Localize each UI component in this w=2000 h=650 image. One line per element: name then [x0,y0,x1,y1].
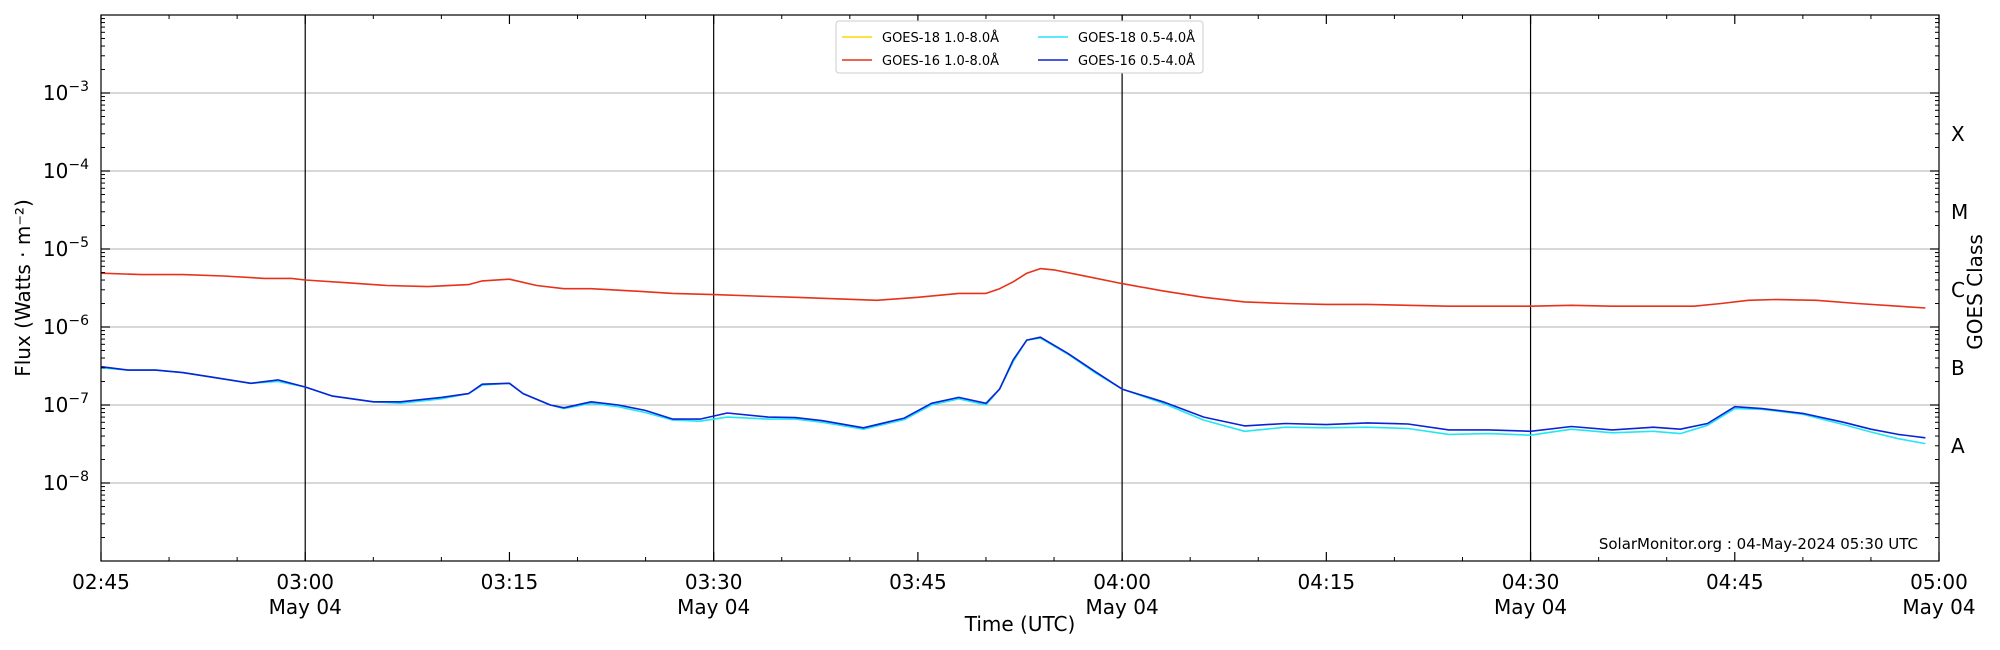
y-tick-label: 10−8 [43,469,89,495]
legend-label: GOES-16 0.5-4.0Å [1078,53,1195,69]
x-tick-date-label: May 04 [269,595,342,619]
series-line [100,336,1926,439]
x-tick-label: 03:45 [889,570,947,594]
x-tick-label: 02:45 [72,570,130,594]
series-line [100,267,1926,309]
grid-lines [101,15,1939,561]
y-tick-label: 10−3 [43,79,89,105]
goes-class-label: X [1951,122,1965,146]
legend-label: GOES-16 1.0-8.0Å [882,53,999,69]
x-tick-date-label: May 04 [1902,595,1975,619]
goes-class-labels: X M C B A [1951,122,1968,458]
series-line [100,337,1926,445]
credit-text: SolarMonitor.org : 04-May-2024 05:30 UTC [1599,535,1918,553]
x-tick-label: 04:00 [1093,570,1151,594]
x-tick-label: 05:00 [1910,570,1968,594]
x-tick-label: 03:15 [481,570,539,594]
x-tick-label: 04:30 [1502,570,1560,594]
y-tick-label: 10−6 [43,313,89,339]
goes-class-label: B [1951,356,1965,380]
goes-class-label: M [1951,200,1968,224]
x-tick-label: 03:00 [276,570,334,594]
legend-box [835,20,1204,74]
y-tick-label: 10−4 [43,157,89,183]
x-tick-label: 04:15 [1298,570,1356,594]
y-tick-label: 10−5 [43,235,89,261]
plot-frame [100,14,1940,562]
legend-label: GOES-18 1.0-8.0Å [882,30,999,46]
legend: GOES-18 1.0-8.0Å GOES-16 1.0-8.0Å GOES-18 … [835,20,1204,74]
goes-class-label: A [1951,434,1965,458]
x-axis-title: Time (UTC) [964,612,1076,636]
legend-label: GOES-18 0.5-4.0Å [1078,30,1195,46]
y-axis-title: Flux (Watts · m⁻²) [11,199,35,377]
x-tick-date-label: May 04 [1086,595,1159,619]
y-tick-label: 10−7 [43,391,89,417]
right-axis-title: GOES Class [1963,234,1987,350]
series-lines [100,267,1926,445]
x-tick-date-label: May 04 [677,595,750,619]
goes-class-label: C [1951,278,1965,302]
x-tick-date-label: May 04 [1494,595,1567,619]
x-tick-label: 04:45 [1706,570,1764,594]
x-tick-label: 03:30 [685,570,743,594]
